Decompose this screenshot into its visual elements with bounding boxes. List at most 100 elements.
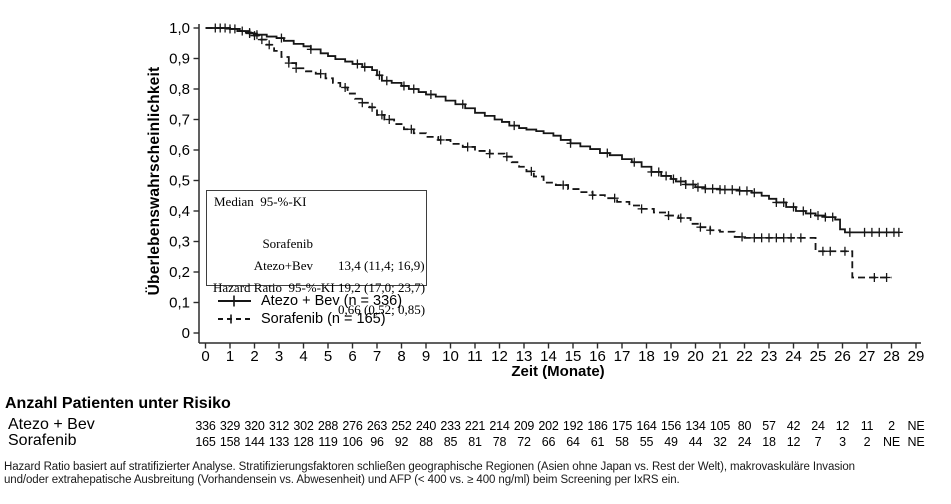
svg-text:0,4: 0,4 [169, 203, 190, 220]
legend-label: Atezo + Bev (n = 336) [261, 293, 403, 309]
svg-text:22: 22 [736, 348, 753, 365]
svg-text:3: 3 [275, 348, 283, 365]
risk-count: 302 [293, 419, 314, 433]
stats-row-value: 13,4 (11,4; 16,9) [338, 258, 425, 273]
svg-text:20: 20 [687, 348, 704, 365]
svg-text:29: 29 [908, 348, 925, 365]
svg-text:0,1: 0,1 [169, 295, 190, 312]
footnote-line-2: und/oder extrahepatische Ausbreitung (Vo… [4, 474, 680, 486]
risk-count: 156 [660, 419, 682, 433]
svg-text:0: 0 [201, 348, 209, 365]
svg-text:14: 14 [540, 348, 557, 365]
km-plot-svg: 1,00,90,80,70,60,50,40,30,20,100 1 2 3 4 5 6 7 8… [169, 20, 925, 365]
svg-text:0,9: 0,9 [169, 51, 190, 68]
risk-count: 263 [366, 419, 388, 433]
svg-text:25: 25 [810, 348, 827, 365]
stats-row-value: 0,66 (0,52; 0,85) [338, 302, 426, 317]
risk-count: 133 [268, 435, 290, 449]
svg-text:18: 18 [638, 348, 655, 365]
risk-row-label-atezo-bev: Atezo + Bev [8, 416, 95, 433]
stats-row-value: 19,2 (17,0; 23,7) [338, 280, 426, 295]
svg-text:24: 24 [785, 348, 802, 365]
svg-text:13: 13 [516, 348, 533, 365]
risk-count: NE [883, 435, 900, 449]
svg-text:23: 23 [761, 348, 778, 365]
stats-row-label: Atezo+Bev [253, 258, 313, 273]
risk-count: 66 [541, 435, 556, 449]
risk-count: 88 [419, 435, 433, 449]
risk-table-title: Anzahl Patienten unter Risiko [5, 395, 231, 412]
risk-count: 2 [863, 435, 871, 449]
risk-count: 92 [394, 435, 409, 449]
svg-text:0,2: 0,2 [169, 264, 190, 281]
y-axis-title: Überlebenswahrscheinlichkeit [146, 66, 163, 296]
risk-count: 312 [268, 419, 290, 433]
risk-count: 106 [342, 435, 363, 449]
risk-count: 12 [835, 419, 850, 433]
risk-count: 209 [513, 419, 535, 433]
stats-row-label: Hazard Ratio 95-%-KI [213, 280, 335, 295]
legend-item-sorafenib: Sorafenib (n = 165) [217, 310, 402, 328]
risk-count: NE [907, 419, 925, 433]
risk-count: 57 [762, 419, 776, 433]
stats-row-atezo-bev: Atezo+Bev 19,2 (17,0; 23,7) [207, 233, 426, 295]
risk-count: 42 [786, 419, 801, 433]
risk-count: 11 [860, 419, 874, 433]
risk-count: NE [907, 435, 925, 449]
risk-count: 214 [489, 419, 510, 433]
stats-box: Median 95-%-KI Sorafenib 13,4 (11,4; 16,… [206, 190, 427, 317]
risk-count: 18 [762, 435, 776, 449]
risk-count: 3 [839, 435, 846, 449]
risk-count: 336 [195, 419, 216, 433]
risk-count: 240 [415, 419, 437, 433]
svg-text:2: 2 [250, 348, 258, 365]
svg-text:0,8: 0,8 [169, 81, 190, 98]
svg-text:21: 21 [712, 348, 729, 365]
risk-count: 7 [814, 435, 822, 449]
risk-count: 12 [786, 435, 801, 449]
svg-text:19: 19 [663, 348, 680, 365]
svg-text:28: 28 [883, 348, 900, 365]
risk-count: 288 [317, 419, 339, 433]
stats-row-sorafenib: Sorafenib 13,4 (11,4; 16,9) [207, 211, 426, 273]
svg-text:26: 26 [834, 348, 851, 365]
stats-row-label: Sorafenib [262, 236, 313, 251]
svg-text:1,0: 1,0 [169, 20, 190, 37]
svg-text:0: 0 [182, 325, 190, 342]
risk-count: 24 [811, 419, 825, 433]
legend-label: Sorafenib (n = 165) [261, 311, 386, 327]
risk-count: 175 [611, 419, 633, 433]
svg-text:15: 15 [565, 348, 582, 365]
x-axis-title: Zeit (Monate) [511, 363, 605, 380]
risk-count: 61 [590, 435, 605, 449]
risk-count: 276 [342, 419, 363, 433]
risk-count: 221 [464, 419, 486, 433]
risk-count: 80 [737, 419, 752, 433]
risk-row-label-sorafenib: Sorafenib [8, 432, 77, 449]
risk-count: 252 [391, 419, 412, 433]
svg-text:11: 11 [467, 348, 483, 365]
legend-line-solid-icon [218, 295, 251, 307]
risk-count: 105 [709, 419, 731, 433]
footnote-line-1: Hazard Ratio basiert auf stratifizierter… [4, 461, 855, 473]
svg-text:10: 10 [442, 348, 459, 365]
risk-count: 134 [685, 419, 706, 433]
risk-count: 186 [587, 419, 608, 433]
risk-count: 78 [492, 435, 507, 449]
risk-count: 24 [737, 435, 752, 449]
risk-count: 96 [370, 435, 384, 449]
svg-text:17: 17 [614, 348, 631, 365]
risk-count: 320 [244, 419, 265, 433]
risk-count: 58 [615, 435, 629, 449]
risk-count: 164 [636, 419, 657, 433]
risk-count: 2 [888, 419, 895, 433]
curve-legend: Atezo + Bev (n = 336) Sorafenib (n = 165… [217, 292, 402, 328]
risk-count: 165 [195, 435, 216, 449]
svg-text:5: 5 [324, 348, 332, 365]
risk-count: 81 [468, 435, 482, 449]
risk-count: 192 [562, 419, 584, 433]
risk-count: 49 [664, 435, 678, 449]
risk-count: 32 [713, 435, 727, 449]
svg-text:27: 27 [859, 348, 876, 365]
svg-text:7: 7 [373, 348, 381, 365]
